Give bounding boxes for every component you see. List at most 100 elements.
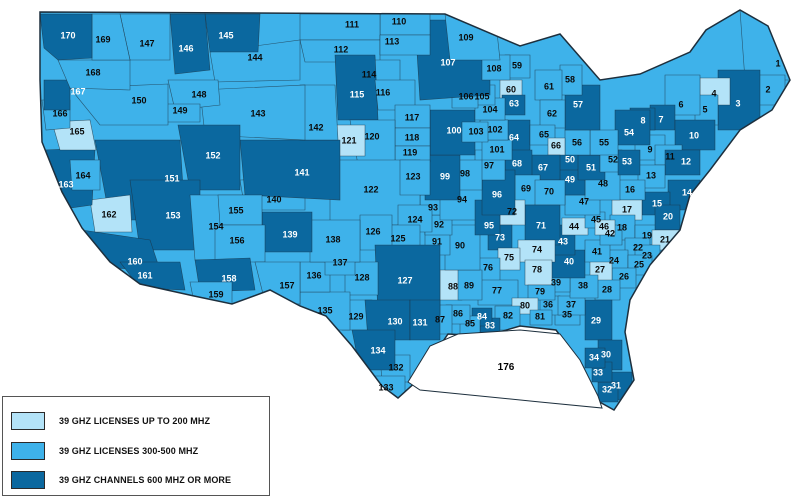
region-label-73: 73 <box>495 232 505 242</box>
region-label-92: 92 <box>434 219 444 229</box>
region-170 <box>40 13 93 61</box>
region-label-97: 97 <box>484 160 494 170</box>
region-label-50: 50 <box>565 154 575 164</box>
region-label-16: 16 <box>625 184 635 194</box>
region-label-161: 161 <box>137 270 152 280</box>
region-162 <box>89 194 133 233</box>
region-label-86: 86 <box>453 308 463 318</box>
region-label-6: 6 <box>678 99 683 109</box>
region-label-112: 112 <box>334 44 349 54</box>
region-label-11: 11 <box>665 151 675 161</box>
region-label-31: 31 <box>611 380 621 390</box>
region-label-126: 126 <box>365 226 380 236</box>
region-label-157: 157 <box>279 280 294 290</box>
region-label-99: 99 <box>440 171 450 181</box>
region-label-65: 65 <box>539 129 549 139</box>
region-label-146: 146 <box>178 43 193 53</box>
region-label-66: 66 <box>551 140 561 150</box>
region-label-5: 5 <box>702 104 707 114</box>
region-150 <box>69 83 169 126</box>
region-label-164: 164 <box>75 170 90 180</box>
region-label-10: 10 <box>689 130 699 140</box>
region-label-137: 137 <box>332 257 347 267</box>
region-label-20: 20 <box>663 211 673 221</box>
region-label-168: 168 <box>85 67 100 77</box>
region-label-32: 32 <box>602 384 612 394</box>
region-label-42: 42 <box>605 228 615 238</box>
legend-item-light: 39 GHZ LICENSES UP TO 200 MHZ <box>11 412 210 430</box>
legend-swatch-dark <box>11 471 45 489</box>
map-legend: 39 GHZ LICENSES UP TO 200 MHZ 39 GHZ LIC… <box>2 396 270 496</box>
region-label-147: 147 <box>139 38 154 48</box>
region-123 <box>399 159 431 196</box>
region-label-95: 95 <box>484 220 494 230</box>
region-label-29: 29 <box>591 315 601 325</box>
region-111 <box>299 13 381 41</box>
region-label-33: 33 <box>593 367 603 377</box>
legend-label-medium: 39 GHZ LICENSES 300-500 MHZ <box>59 446 199 456</box>
region-113 <box>379 34 431 56</box>
region-label-98: 98 <box>460 168 470 178</box>
region-167 <box>43 79 71 111</box>
region-label-136: 136 <box>306 270 321 280</box>
region-label-79: 79 <box>535 286 545 296</box>
region-label-88: 88 <box>448 281 458 291</box>
region-label-120: 120 <box>364 131 379 141</box>
region-label-144: 144 <box>247 52 262 62</box>
region-label-17: 17 <box>622 204 632 214</box>
region-70 <box>534 179 566 206</box>
region-label-87: 87 <box>435 314 445 324</box>
region-label-148: 148 <box>191 89 206 99</box>
region-66 <box>547 137 566 156</box>
legend-swatch-medium <box>11 442 45 460</box>
region-label-128: 128 <box>354 272 369 282</box>
region-label-78: 78 <box>532 264 542 274</box>
region-164 <box>69 159 101 191</box>
region-71 <box>524 204 561 246</box>
region-103 <box>461 121 489 143</box>
region-label-18: 18 <box>617 222 627 232</box>
region-label-81: 81 <box>535 311 545 321</box>
region-label-122: 122 <box>363 184 378 194</box>
region-label-4: 4 <box>711 88 716 98</box>
region-label-55: 55 <box>599 137 609 147</box>
region-label-158: 158 <box>221 273 236 283</box>
region-label-160: 160 <box>127 256 142 266</box>
region-label-1: 1 <box>775 58 780 68</box>
region-115 <box>334 54 379 121</box>
region-label-62: 62 <box>547 108 557 118</box>
region-label-44: 44 <box>569 221 579 231</box>
region-label-155: 155 <box>228 205 243 215</box>
region-label-69: 69 <box>521 183 531 193</box>
region-label-154: 154 <box>208 221 223 231</box>
region-label-102: 102 <box>487 124 502 134</box>
region-79 <box>527 284 556 301</box>
region-label-130: 130 <box>387 316 402 326</box>
region-label-111: 111 <box>345 19 359 29</box>
region-label-134: 134 <box>370 345 385 355</box>
region-label-149: 149 <box>172 105 187 115</box>
region-label-117: 117 <box>405 112 420 122</box>
region-label-3: 3 <box>735 98 740 108</box>
gulf-region-176 <box>407 329 603 409</box>
region-label-67: 67 <box>538 162 548 172</box>
region-label-71: 71 <box>536 220 546 230</box>
region-label-96: 96 <box>492 189 502 199</box>
region-label-54: 54 <box>624 127 634 137</box>
region-label-151: 151 <box>164 173 179 183</box>
region-label-77: 77 <box>492 285 502 295</box>
region-label-70: 70 <box>544 186 554 196</box>
region-label-141: 141 <box>294 167 309 177</box>
region-label-35: 35 <box>562 309 572 319</box>
region-label-159: 159 <box>208 289 223 299</box>
region-label-105: 105 <box>474 91 489 101</box>
legend-item-dark: 39 GHZ CHANNELS 600 MHZ OR MORE <box>11 471 231 489</box>
region-label-59: 59 <box>512 60 522 70</box>
region-label-49: 49 <box>565 174 575 184</box>
region-label-27: 27 <box>595 264 605 274</box>
region-label-48: 48 <box>598 178 608 188</box>
region-44 <box>561 217 589 236</box>
region-label-76: 76 <box>483 262 493 272</box>
